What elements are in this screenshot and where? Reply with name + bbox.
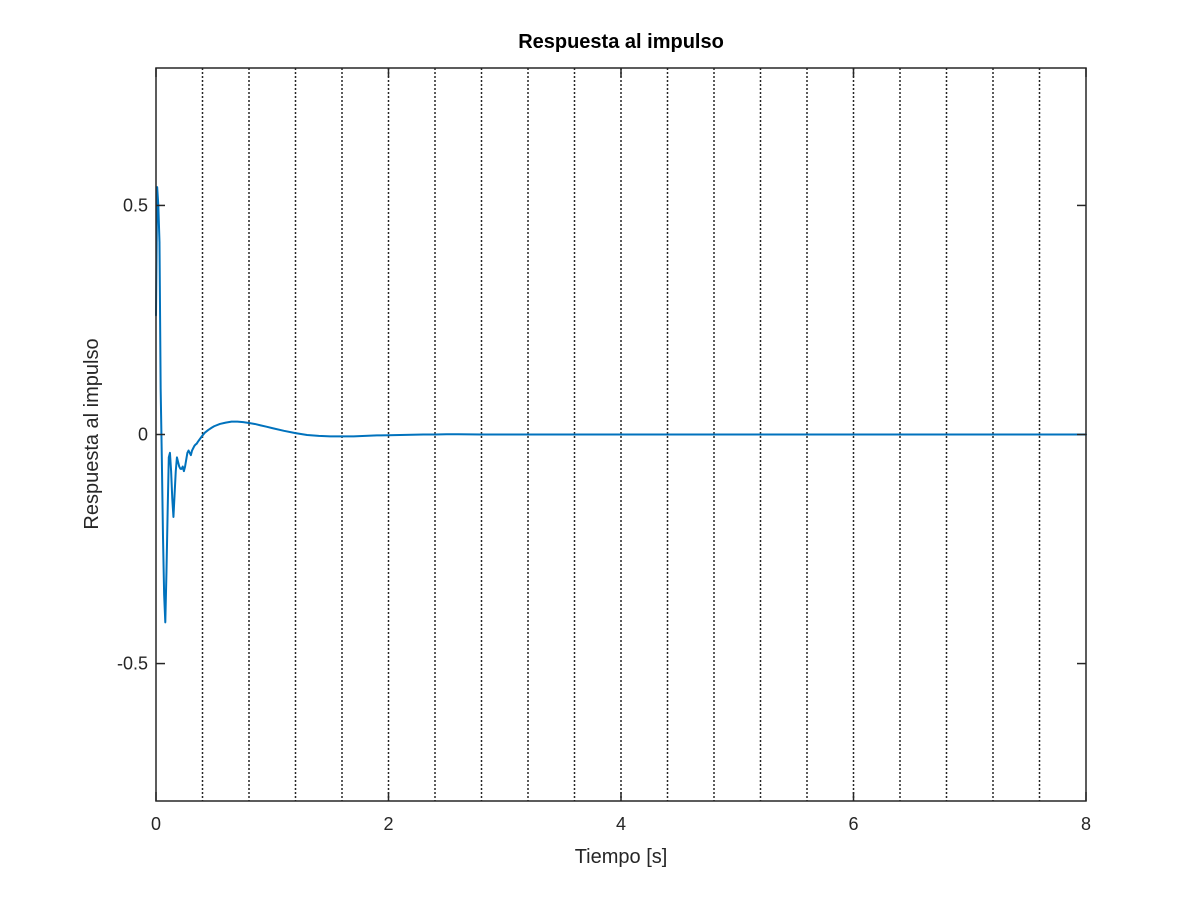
x-axis-label: Tiempo [s] bbox=[575, 846, 668, 868]
y-tick-label: -0.5 bbox=[117, 654, 148, 674]
series-layer bbox=[155, 186, 1087, 624]
x-tick-label: 6 bbox=[848, 814, 858, 834]
chart-title: Respuesta al impulso bbox=[518, 31, 724, 53]
x-tick-label: 0 bbox=[151, 814, 161, 834]
x-tick-label: 2 bbox=[383, 814, 393, 834]
x-tick-label: 4 bbox=[616, 814, 626, 834]
x-tick-label: 8 bbox=[1081, 814, 1091, 834]
series-line bbox=[155, 186, 1087, 624]
y-axis-label: Respuesta al impulso bbox=[81, 338, 103, 529]
tick-marks bbox=[155, 68, 1087, 801]
y-tick-label: 0.5 bbox=[123, 195, 148, 215]
tick-labels: 0 2 4 6 8 -0.5 0 0.5 bbox=[117, 195, 1091, 834]
y-tick-label: 0 bbox=[138, 425, 148, 445]
